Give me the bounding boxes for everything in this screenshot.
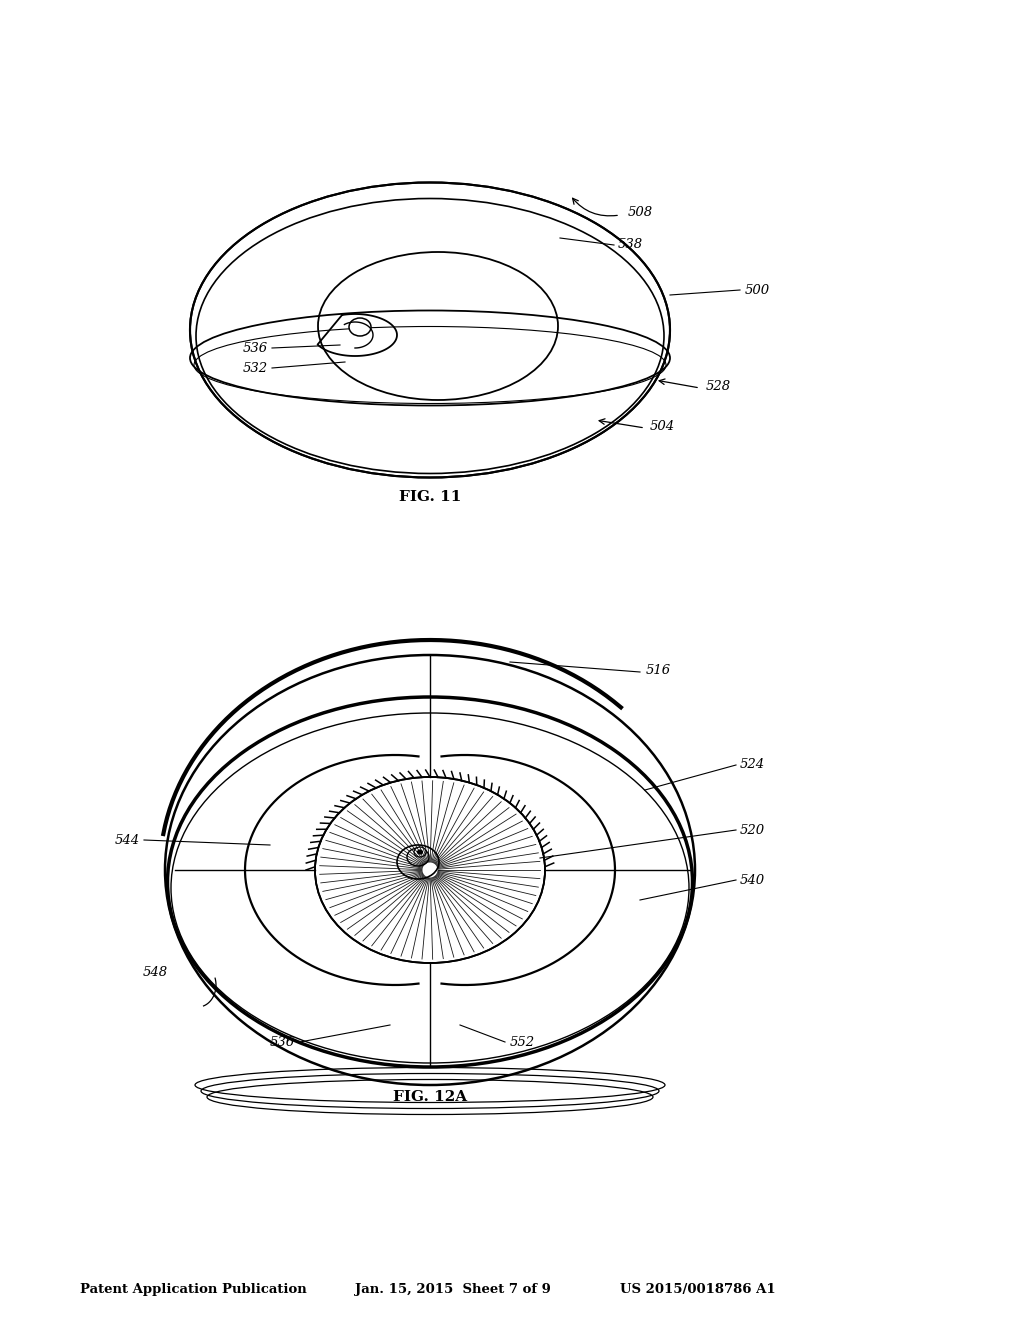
Ellipse shape [196,198,664,474]
Ellipse shape [418,850,423,854]
Text: 540: 540 [740,874,765,887]
Text: 548: 548 [143,965,168,978]
Text: 504: 504 [650,420,675,433]
Text: Patent Application Publication: Patent Application Publication [80,1283,307,1296]
Ellipse shape [315,777,545,964]
Ellipse shape [407,847,429,866]
Ellipse shape [397,845,439,879]
Text: US 2015/0018786 A1: US 2015/0018786 A1 [620,1283,775,1296]
Text: 552: 552 [510,1035,536,1048]
Text: 532: 532 [243,362,268,375]
Text: 528: 528 [706,380,731,392]
Text: 538: 538 [618,239,643,252]
Text: 524: 524 [740,759,765,771]
Text: Jan. 15, 2015  Sheet 7 of 9: Jan. 15, 2015 Sheet 7 of 9 [355,1283,551,1296]
Text: 544: 544 [115,833,140,846]
Text: 536: 536 [270,1035,295,1048]
Ellipse shape [318,252,558,400]
Text: 516: 516 [646,664,671,676]
Text: 508: 508 [628,206,653,219]
Text: 520: 520 [740,824,765,837]
Text: FIG. 12A: FIG. 12A [393,1090,467,1104]
Text: 536: 536 [243,342,268,355]
Ellipse shape [349,318,371,337]
Text: FIG. 11: FIG. 11 [398,490,461,504]
Ellipse shape [414,847,426,857]
Text: 500: 500 [745,284,770,297]
